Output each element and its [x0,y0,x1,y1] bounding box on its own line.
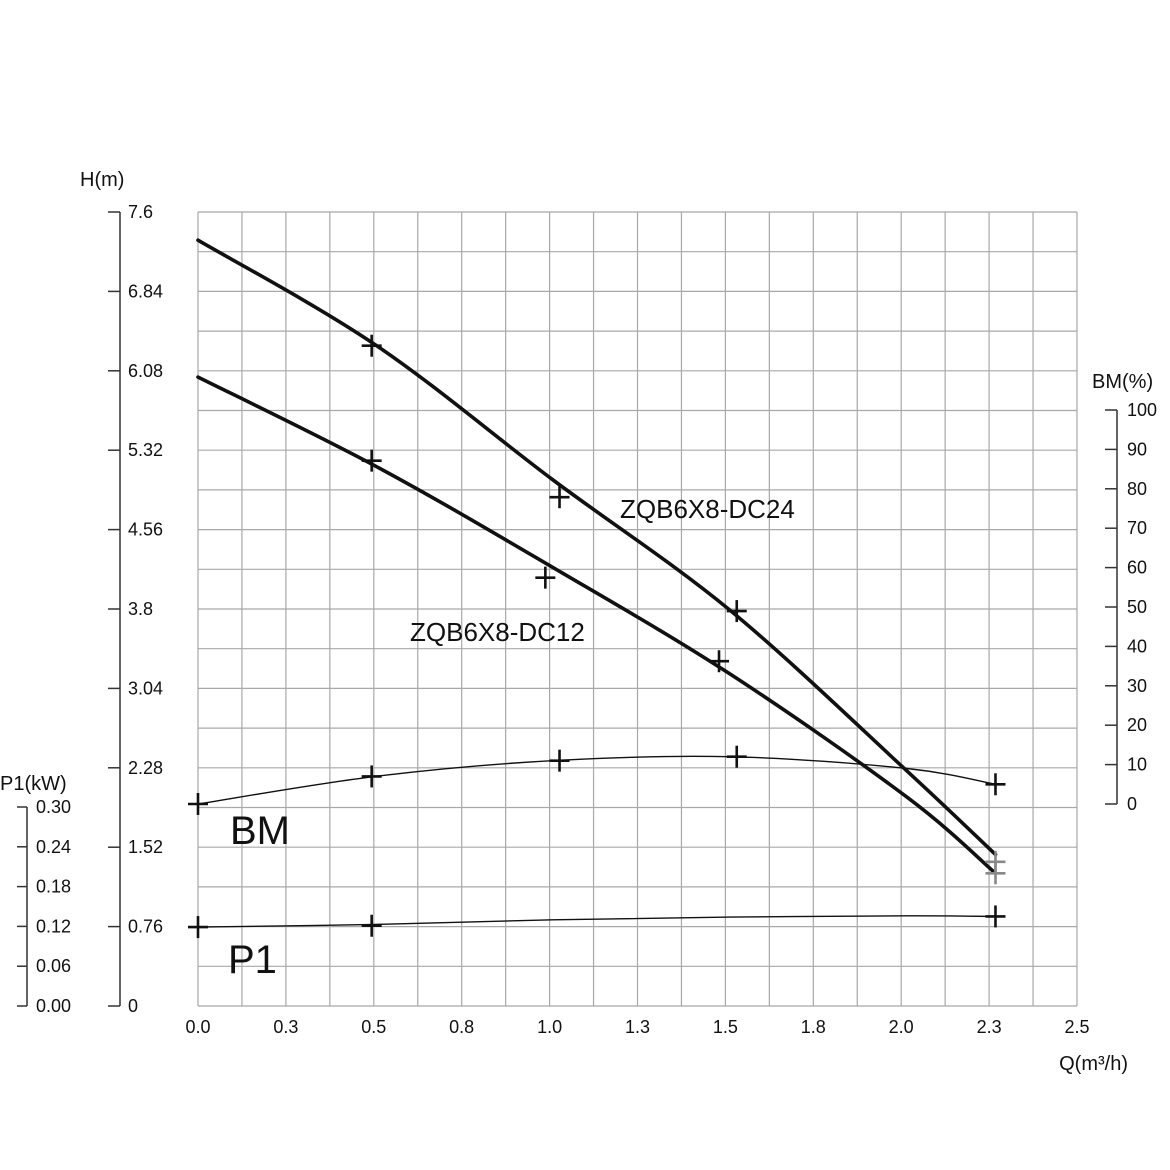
head-axis-label: H(m) [80,169,124,191]
efficiency-tick-label: 10 [1127,755,1147,775]
point-marker [361,334,382,357]
head-tick-label: 7.6 [128,202,153,222]
head-tick-label: 3.8 [128,599,153,619]
power-tick-label: 0.12 [36,916,71,936]
head-tick-label: 2.28 [128,758,163,778]
efficiency-axis-label: BM(%) [1092,371,1153,393]
x-tick-label: 2.3 [977,1017,1002,1037]
point-marker [361,449,382,472]
head-tick-label: 0.76 [128,917,163,937]
x-tick-label: 2.0 [889,1017,914,1037]
point-marker [709,650,730,673]
x-tick-label: 1.3 [625,1017,650,1037]
point-marker [985,862,1006,885]
power-tick-label: 0.06 [36,956,71,976]
series-line-3 [197,915,997,928]
grid [197,211,1078,1007]
series-line-1 [196,375,998,876]
series-line-2 [197,755,997,805]
point-marker [726,600,747,623]
power-tick-label: 0.00 [36,996,71,1016]
x-tick-label: 1.8 [801,1017,826,1037]
head-tick-label: 6.84 [128,281,163,301]
efficiency-tick-label: 20 [1127,715,1147,735]
efficiency-tick-label: 30 [1127,676,1147,696]
point-marker [188,916,208,939]
efficiency-tick-label: 40 [1127,636,1147,656]
point-marker [361,914,382,937]
x-tick-label: 2.5 [1064,1017,1089,1037]
head-tick-label: 3.04 [128,678,163,698]
power-tick-label: 0.18 [36,877,71,897]
efficiency-tick-label: 80 [1127,479,1147,499]
series-line-0 [196,238,998,857]
efficiency-tick-label: 60 [1127,558,1147,578]
x-tick-label: 0.5 [361,1017,386,1037]
head-tick-label: 4.56 [128,520,163,540]
point-marker [188,793,208,815]
x-tick-label: 1.5 [713,1017,738,1037]
axes: 7.6 6.84 6.08 5.32 4.56 3.8 3.04 2.28 1.52 0.76 0 1… [17,202,1157,1037]
power-axis-label: P1(kW) [0,773,67,795]
series-label-dc24: ZQB6X8-DC24 [620,494,795,524]
efficiency-tick-label: 90 [1127,439,1147,459]
series-label-bm: BM [230,809,290,853]
point-marker [985,905,1006,928]
efficiency-tick-label: 100 [1127,400,1157,420]
point-marker [361,765,382,788]
head-tick-label: 5.32 [128,440,163,460]
efficiency-tick-label: 50 [1127,597,1147,617]
point-marker [985,773,1006,796]
head-tick-label: 0 [128,996,138,1016]
efficiency-tick-label: 70 [1127,518,1147,538]
efficiency-tick-label: 0 [1127,794,1137,814]
point-marker [549,749,570,772]
curves [196,238,998,928]
x-tick-label: 0.8 [449,1017,474,1037]
x-tick-label: 0.3 [273,1017,298,1037]
x-tick-label: 0.0 [185,1017,210,1037]
x-axis-label: Q(m³/h) [1059,1053,1128,1075]
series-label-p1: P1 [228,938,277,982]
markers [188,334,1006,939]
point-marker [549,486,570,509]
series-label-dc12: ZQB6X8-DC12 [410,617,585,647]
power-tick-label: 0.30 [36,797,71,817]
point-marker [726,745,747,768]
point-marker [535,566,556,589]
power-tick-label: 0.24 [36,837,71,857]
head-tick-label: 1.52 [128,837,163,857]
head-tick-label: 6.08 [128,361,163,381]
x-tick-label: 1.0 [537,1017,562,1037]
